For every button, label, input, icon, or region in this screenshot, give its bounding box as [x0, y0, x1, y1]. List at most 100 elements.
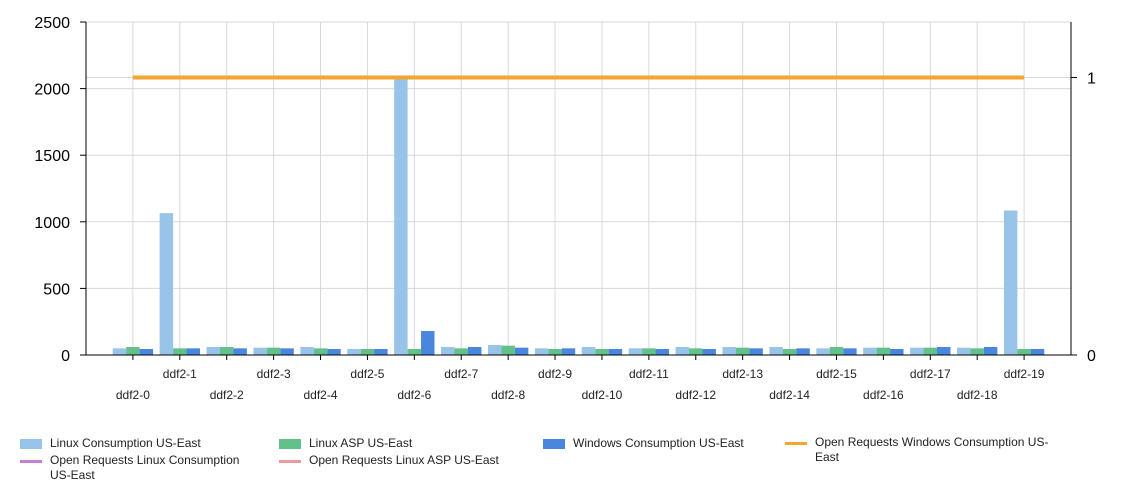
bar-linux-asp-us-east-ddf2-5 [360, 349, 375, 355]
legend-swatch-windows-consumption [543, 439, 565, 449]
bar-linux-consumption-us-east-ddf2-19 [1003, 210, 1018, 355]
bar-linux-asp-us-east-ddf2-14 [782, 349, 797, 355]
bar-linux-consumption-us-east-ddf2-17 [910, 347, 924, 355]
bar-windows-consumption-us-east-ddf2-5 [374, 349, 388, 355]
x-tick-label: ddf2-2 [210, 388, 244, 400]
bar-windows-consumption-us-east-ddf2-15 [843, 348, 857, 355]
y-tick-label: 0 [61, 348, 70, 365]
legend-item-open-requests-linux-asp: Open Requests Linux ASP US-East [279, 453, 539, 468]
legend-swatch-open-requests-windows [785, 442, 807, 445]
x-tick-label: ddf2-7 [444, 367, 478, 381]
legend-label-linux-asp: Linux ASP US-East [309, 436, 413, 450]
bar-windows-consumption-us-east-ddf2-11 [655, 349, 670, 355]
x-tick-label: ddf2-9 [538, 367, 572, 381]
bar-windows-consumption-us-east-ddf2-19 [1030, 349, 1045, 355]
bar-windows-consumption-us-east-ddf2-9 [561, 348, 576, 355]
bar-windows-consumption-us-east-ddf2-4 [327, 349, 341, 355]
legend-swatch-open-requests-linux-asp [279, 460, 301, 463]
legend-swatch-linux-asp [279, 439, 301, 449]
bar-linux-asp-us-east-ddf2-7 [454, 348, 468, 355]
bar-windows-consumption-us-east-ddf2-0 [139, 349, 154, 355]
bar-linux-asp-us-east-ddf2-16 [876, 347, 891, 355]
bar-linux-asp-us-east-ddf2-19 [1017, 349, 1031, 355]
bar-linux-consumption-us-east-ddf2-4 [300, 347, 314, 355]
x-tick-label: ddf2-15 [816, 367, 857, 381]
y-tick-label: 2500 [34, 15, 70, 32]
bar-linux-consumption-us-east-ddf2-10 [581, 347, 596, 355]
x-tick-label: ddf2-6 [397, 388, 431, 400]
bar-windows-consumption-us-east-ddf2-8 [514, 347, 529, 355]
bar-linux-consumption-us-east-ddf2-3 [253, 347, 267, 355]
x-tick-label: ddf2-17 [910, 367, 951, 381]
bar-windows-consumption-us-east-ddf2-3 [280, 348, 294, 355]
bar-linux-asp-us-east-ddf2-3 [266, 347, 281, 355]
x-tick-label: ddf2-19 [1004, 367, 1045, 381]
bar-linux-consumption-us-east-ddf2-5 [347, 349, 361, 355]
bar-linux-asp-us-east-ddf2-12 [689, 348, 703, 355]
legend-item-open-requests-windows: Open Requests Windows Consumption US-Eas… [785, 435, 1055, 465]
y2-tick-label: 0 [1087, 348, 1096, 365]
bar-linux-consumption-us-east-ddf2-8 [487, 345, 502, 355]
legend-label-windows-consumption: Windows Consumption US-East [573, 436, 744, 450]
bar-linux-consumption-us-east-ddf2-11 [628, 348, 643, 355]
y-tick-label: 1500 [34, 148, 70, 165]
x-tick-label: ddf2-18 [957, 388, 998, 400]
bar-linux-asp-us-east-ddf2-9 [548, 349, 562, 355]
y-tick-label: 500 [43, 281, 70, 298]
bar-linux-asp-us-east-ddf2-11 [642, 348, 656, 355]
bar-linux-asp-us-east-ddf2-17 [923, 347, 938, 355]
legend-label-linux-consumption: Linux Consumption US-East [50, 436, 201, 450]
bar-linux-asp-us-east-ddf2-8 [501, 345, 515, 355]
x-tick-label: ddf2-3 [257, 367, 291, 381]
bar-linux-asp-us-east-ddf2-0 [126, 347, 140, 355]
bar-windows-consumption-us-east-ddf2-1 [186, 348, 200, 355]
legend-label-open-requests-linux-consumption: Open Requests Linux Consumption US-East [50, 453, 240, 482]
bar-linux-consumption-us-east-ddf2-16 [863, 347, 877, 355]
bar-windows-consumption-us-east-ddf2-2 [233, 348, 247, 355]
legend-item-windows-consumption: Windows Consumption US-East [543, 436, 793, 451]
y-tick-label: 2000 [34, 82, 70, 99]
legend-item-open-requests-linux-consumption: Open Requests Linux Consumption US-East [20, 453, 270, 483]
bar-linux-asp-us-east-ddf2-13 [735, 347, 750, 355]
bar-linux-consumption-us-east-ddf2-12 [675, 347, 690, 355]
x-tick-label: ddf2-14 [769, 388, 810, 400]
legend-item-linux-consumption: Linux Consumption US-East [20, 436, 270, 451]
bar-windows-consumption-us-east-ddf2-14 [796, 348, 810, 355]
x-tick-label: ddf2-11 [629, 367, 669, 381]
x-tick-label: ddf2-12 [675, 388, 716, 400]
legend-swatch-open-requests-linux-consumption [20, 460, 42, 463]
x-tick-label: ddf2-13 [722, 367, 763, 381]
bar-linux-asp-us-east-ddf2-15 [829, 347, 844, 355]
legend-swatch-linux-consumption [20, 439, 42, 449]
bar-linux-consumption-us-east-ddf2-6 [394, 77, 408, 355]
bar-windows-consumption-us-east-ddf2-12 [702, 349, 716, 355]
bar-linux-asp-us-east-ddf2-2 [219, 347, 234, 355]
bar-linux-consumption-us-east-ddf2-7 [441, 347, 455, 355]
x-tick-label: ddf2-4 [304, 388, 338, 400]
bar-windows-consumption-us-east-ddf2-6 [421, 331, 435, 355]
x-tick-label: ddf2-16 [863, 388, 904, 400]
bar-linux-consumption-us-east-ddf2-15 [816, 348, 830, 355]
y2-tick-label: 1 [1087, 71, 1096, 88]
bar-linux-consumption-us-east-ddf2-0 [112, 348, 127, 355]
x-tick-label: ddf2-0 [116, 388, 150, 400]
bar-chart: 0 500 1000 1500 2000 2500 0 1 ddf2-0 ddf2-1 ddf2-2… [34, 15, 1096, 400]
legend-label-open-requests-windows: Open Requests Windows Consumption US-Eas… [815, 435, 1049, 464]
bar-linux-consumption-us-east-ddf2-14 [769, 347, 783, 355]
bar-windows-consumption-us-east-ddf2-18 [983, 347, 998, 355]
bar-windows-consumption-us-east-ddf2-17 [937, 347, 951, 355]
y-tick-label: 1000 [34, 215, 70, 232]
bar-linux-asp-us-east-ddf2-6 [407, 349, 422, 355]
bar-linux-consumption-us-east-ddf2-18 [957, 347, 971, 355]
x-tick-label: ddf2-5 [350, 367, 384, 381]
bar-windows-consumption-us-east-ddf2-13 [749, 348, 763, 355]
x-tick-label: ddf2-10 [582, 388, 623, 400]
legend-item-linux-asp: Linux ASP US-East [279, 436, 529, 451]
bar-windows-consumption-us-east-ddf2-16 [890, 349, 904, 355]
bar-linux-consumption-us-east-ddf2-13 [722, 347, 736, 355]
x-tick-label: ddf2-8 [491, 388, 525, 400]
bar-linux-consumption-us-east-ddf2-9 [534, 348, 549, 355]
bar-linux-asp-us-east-ddf2-18 [970, 348, 984, 355]
bar-windows-consumption-us-east-ddf2-10 [608, 349, 623, 355]
bar-linux-consumption-us-east-ddf2-2 [206, 347, 220, 355]
